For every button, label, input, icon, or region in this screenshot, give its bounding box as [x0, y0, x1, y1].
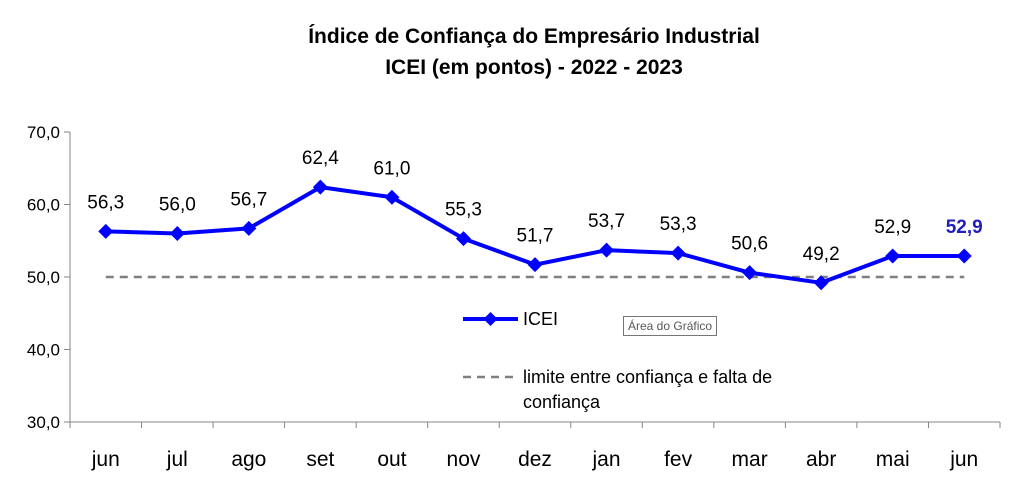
y-tick-label: 60,0 [27, 196, 60, 215]
data-label: 53,3 [660, 214, 697, 235]
data-label: 51,7 [517, 226, 554, 247]
data-point-marker [956, 248, 972, 264]
x-tick-label: mar [732, 448, 768, 471]
data-point-marker [98, 223, 114, 239]
data-label: 56,0 [159, 195, 196, 216]
x-tick-label: fev [664, 448, 693, 471]
markers-group [98, 179, 972, 291]
data-point-marker [742, 265, 758, 281]
data-label: 49,2 [803, 244, 840, 265]
y-tick-label: 40,0 [27, 341, 60, 360]
y-tick-label: 30,0 [27, 413, 60, 432]
data-label: 52,9 [874, 217, 911, 238]
data-label: 53,7 [588, 211, 625, 232]
data-label: 56,3 [87, 192, 124, 213]
x-tick-label: out [377, 448, 406, 471]
data-point-marker [599, 242, 615, 258]
data-label: 62,4 [302, 148, 339, 169]
x-tick-label: nov [447, 448, 481, 471]
data-label: 52,9 [946, 217, 983, 238]
x-tick-label: ago [231, 448, 266, 471]
legend-limit-label-line1: limite entre confiança e falta de [523, 367, 772, 387]
data-point-marker [384, 189, 400, 205]
data-point-marker [527, 257, 543, 273]
x-tick-label: set [306, 448, 334, 471]
data-point-marker [312, 179, 328, 195]
legend: ICEI limite entre confiança e falta de c… [463, 309, 772, 412]
chart-area-tooltip: Área do Gráfico [623, 316, 718, 336]
data-point-marker [169, 226, 185, 241]
data-labels-group: 56,3 56,0 56,7 62,4 61,0 55,3 51,7 53,7 53,3 50,6… [87, 148, 982, 265]
data-point-marker [813, 275, 829, 291]
data-point-marker [455, 231, 471, 247]
legend-icei-swatch-marker [483, 312, 498, 326]
x-tick-label: abr [806, 448, 836, 471]
x-tick-label: jun [91, 448, 120, 471]
legend-limit-label-line2: confiança [523, 392, 601, 412]
chart-title: Índice de Confiança do Empresário Indust… [308, 25, 760, 48]
legend-icei-label: ICEI [523, 309, 558, 329]
chart-subtitle: ICEI (em pontos) - 2022 - 2023 [385, 56, 683, 79]
x-tick-label: mai [876, 448, 910, 471]
data-label: 61,0 [373, 158, 410, 179]
data-point-marker [670, 245, 686, 261]
x-tick-label: dez [518, 448, 552, 471]
x-tick-label: jul [166, 448, 188, 471]
y-tick-label: 70,0 [27, 123, 60, 142]
y-tick-label: 50,0 [27, 268, 60, 287]
axes: 30,0 40,0 50,0 60,0 70,0 jun jul ago set out nov de… [27, 123, 1001, 471]
data-point-marker [885, 248, 901, 264]
data-label: 55,3 [445, 200, 482, 221]
x-tick-label: jun [949, 448, 978, 471]
x-tick-label: jan [592, 448, 621, 471]
data-label: 56,7 [230, 189, 267, 210]
data-point-marker [241, 220, 257, 236]
data-label: 50,6 [731, 234, 768, 255]
